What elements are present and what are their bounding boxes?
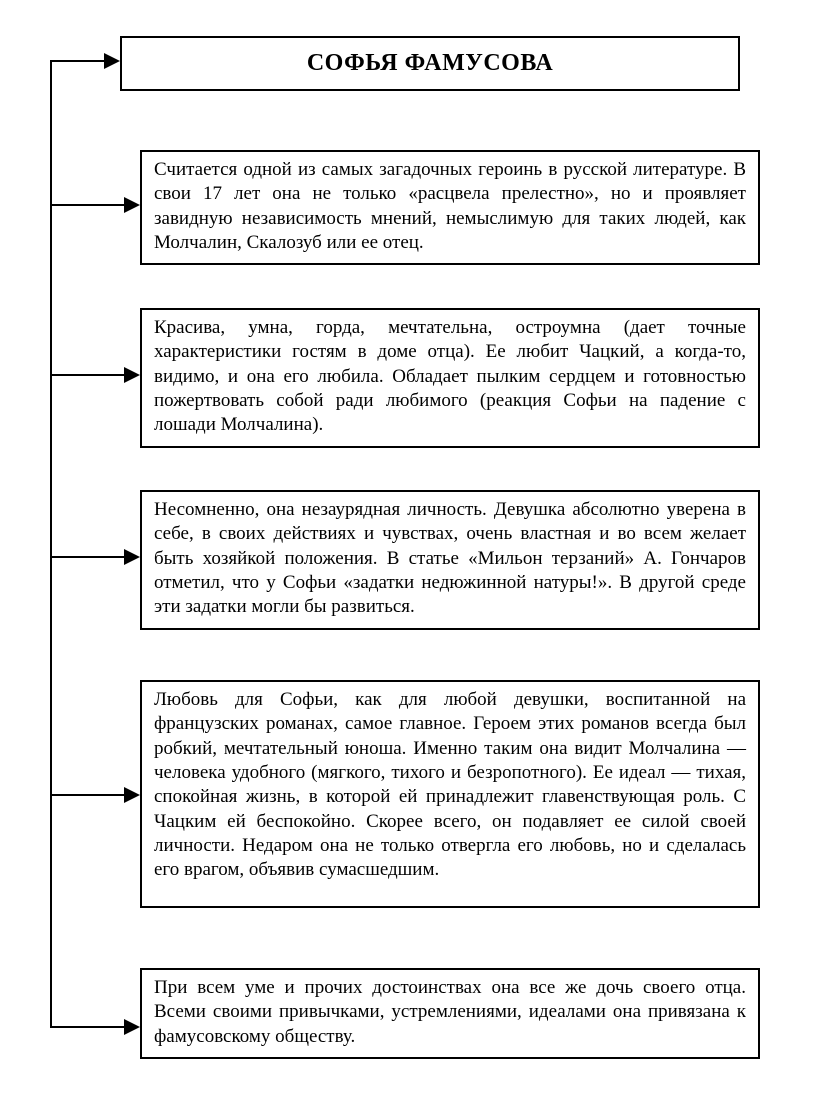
body-node: Считается одной из самых загадочных геро… — [140, 150, 760, 265]
arrowhead-icon — [104, 53, 120, 69]
branch-line — [50, 556, 124, 558]
character-diagram: СОФЬЯ ФАМУСОВА Считается одной из самых з… — [40, 30, 776, 1057]
body-node: При всем уме и прочих достоинствах она в… — [140, 968, 760, 1059]
branch-line — [50, 60, 104, 62]
arrowhead-icon — [124, 549, 140, 565]
body-node: Красива, умна, горда, мечтательна, остро… — [140, 308, 760, 448]
body-node: Несомненно, она незаурядная личность. Де… — [140, 490, 760, 630]
arrowhead-icon — [124, 197, 140, 213]
branch-line — [50, 374, 124, 376]
arrowhead-icon — [124, 1019, 140, 1035]
title-node: СОФЬЯ ФАМУСОВА — [120, 36, 740, 91]
page: СОФЬЯ ФАМУСОВА Считается одной из самых з… — [0, 0, 816, 1097]
body-node: Любовь для Софьи, как для любой девушки,… — [140, 680, 760, 908]
branch-line — [50, 794, 124, 796]
arrowhead-icon — [124, 367, 140, 383]
arrowhead-icon — [124, 787, 140, 803]
branch-line — [50, 1026, 124, 1028]
branch-line — [50, 204, 124, 206]
